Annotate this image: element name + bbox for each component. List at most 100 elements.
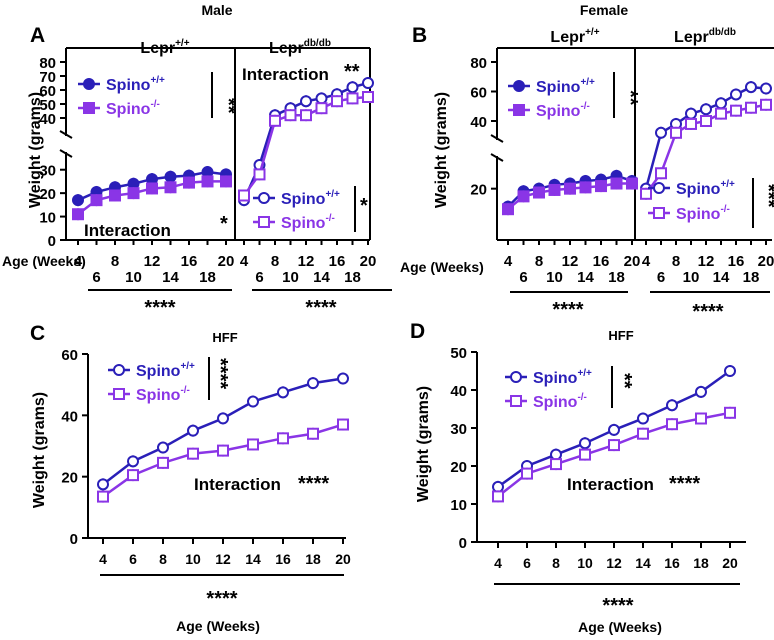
panel-a-x-tick-label: 18: [344, 269, 361, 286]
panel-d-y-tick-label: 0: [459, 535, 467, 552]
panel-b-x-tick-label: 20: [624, 253, 641, 270]
panel-d-point-0-7: [695, 385, 707, 398]
panel-b-axis-break: [490, 153, 504, 162]
panel-a-x-tick-label: 10: [125, 269, 142, 286]
panel-b-right-point-1-5: [715, 107, 727, 120]
panel-c-point-0-8: [337, 372, 349, 385]
panel-a-left-point-1-3: [127, 187, 140, 200]
panel-d-point-1-4: [608, 439, 620, 452]
panel-a-left-legend-stars: **: [217, 98, 239, 114]
panel-a-x-tick-label: 8: [271, 253, 279, 270]
panel-a-x-tick-label: 20: [218, 253, 235, 270]
panel-b-left-point-1-5: [579, 181, 592, 194]
panel-d-point-1-7: [695, 412, 707, 425]
panel-b-bottom-stars-right: ****: [692, 301, 723, 323]
panel-c-point-1-8: [337, 418, 349, 431]
panel-a-left-point-1-4: [146, 182, 158, 195]
panel-d-y-tick-label: 40: [450, 383, 467, 400]
panel-a-x-label: Age (Weeks): [2, 253, 86, 269]
panel-a-left-point-1-0: [72, 208, 84, 221]
panel-a-left-legend-label-1: Spino-/-: [106, 99, 160, 118]
panel-d-legend-stars: **: [613, 373, 635, 389]
panel-d-point-1-8: [724, 406, 736, 419]
panel-a-x-tick-label: 14: [313, 269, 330, 286]
panel-b-left-point-1-2: [533, 186, 545, 199]
panel-c-x-tick-label: 20: [335, 551, 351, 567]
panel-b-left-point-1-7: [610, 177, 623, 190]
panel-a-x-tick-label: 8: [111, 253, 119, 270]
panel-d-legend-marker-1: [510, 395, 522, 407]
panel-a-left-legend-marker-1: [83, 102, 95, 114]
panel-b-x-tick-label: 10: [546, 269, 563, 286]
panel-b-right-point-0-4: [700, 103, 712, 116]
panel-d-x-tick-label: 12: [606, 555, 622, 571]
panel-a-right-point-0-5: [315, 92, 328, 105]
panel-a-right-legend-label-0: Spino+/+: [281, 189, 340, 208]
panel-d-y-tick-label: 50: [450, 345, 467, 362]
panel-d-x-tick-label: 8: [552, 555, 560, 571]
panel-c-x-tick-label: 6: [129, 551, 137, 567]
panel-c-point-0-1: [127, 455, 139, 468]
panel-a-x-tick-label: 12: [144, 253, 161, 270]
panel-b-x-tick-label: 4: [642, 253, 651, 270]
panel-c-point-0-3: [187, 424, 199, 437]
panel-c-point-1-4: [217, 444, 229, 457]
panel-a-right-point-1-3: [284, 109, 297, 122]
panel-d-point-0-6: [666, 399, 678, 412]
panel-b-right-point-0-1: [655, 126, 667, 139]
panel-a-axis-break: [59, 149, 73, 158]
panel-b-genotype-left: Lepr+/+: [550, 27, 599, 46]
panel-b-x-tick-label: 4: [504, 253, 513, 270]
panel-c-legend-marker-1: [113, 388, 125, 400]
panel-a-right-point-0-8: [362, 77, 374, 89]
panel-a-left-legend-marker-0: [83, 78, 95, 90]
panel-b-x-tick-label: 8: [535, 253, 543, 270]
panel-c-x-tick-label: 18: [305, 551, 321, 567]
panel-a-left-point-0-0: [72, 194, 84, 207]
panel-d-x-tick-label: 20: [722, 555, 738, 571]
panel-a-right-point-0-4: [300, 95, 312, 108]
panel-a-right-interaction: Interaction: [242, 65, 329, 84]
panel-b-left-legend-label-1: Spino-/-: [536, 101, 590, 120]
panel-d-interaction: Interaction: [567, 475, 654, 494]
panel-c-title: HFF: [212, 330, 237, 345]
panel-a-left-interaction: Interaction: [84, 221, 171, 240]
panel-a-left-point-1-1: [90, 194, 103, 207]
panel-c-y-tick-label: 20: [61, 470, 78, 487]
panel-a-left-point-1-2: [109, 189, 121, 202]
panel-a-y-tick-label: 10: [39, 210, 56, 227]
panel-letter-b: B: [412, 24, 427, 47]
panel-d-point-1-2: [550, 458, 562, 471]
panel-a-right-point-1-8: [362, 91, 374, 103]
panel-b-x-tick-label: 8: [672, 253, 680, 270]
panel-b-right-point-1-1: [655, 167, 667, 180]
panel-a-axis-break: [59, 130, 73, 139]
panel-letter-a: A: [30, 24, 45, 47]
panel-a-left-point-1-8: [220, 175, 232, 188]
panel-c-point-0-4: [217, 412, 229, 425]
panel-d-y-tick-label: 20: [450, 459, 467, 476]
panel-a-x-tick-label: 14: [162, 269, 179, 286]
panel-a-right-interaction-stars: **: [344, 61, 360, 83]
panel-a-x-tick-label: 4: [74, 253, 83, 270]
panel-a-right-point-0-7: [346, 81, 359, 94]
panel-a-right-legend-label-1: Spino-/-: [281, 213, 335, 232]
panel-c-point-0-6: [277, 386, 289, 399]
panel-a-y-tick-label: 70: [39, 69, 56, 86]
panel-c-legend-label-1: Spino-/-: [136, 385, 190, 404]
panel-b-y-tick-label: 60: [470, 85, 487, 102]
panel-a-bottom-stars-right: ****: [305, 297, 336, 319]
panel-b-y-tick-label: 40: [470, 114, 487, 131]
panel-b-right-legend-stars: ***: [757, 184, 774, 208]
panel-b-y-label: Weight (grams): [433, 92, 450, 208]
panel-a-genotype-right: Leprdb/db: [269, 38, 331, 57]
panel-c-point-1-1: [127, 469, 139, 482]
panel-a-x-tick-label: 6: [255, 269, 263, 286]
panel-c-legend-marker-0: [113, 364, 125, 376]
panel-a-right-point-1-0: [238, 189, 250, 202]
panel-a-right-point-1-2: [269, 114, 281, 127]
panel-d-legend-marker-0: [510, 371, 522, 383]
panel-c-y-label: Weight (grams): [31, 392, 48, 508]
panel-b-left-legend-label-0: Spino+/+: [536, 77, 595, 96]
